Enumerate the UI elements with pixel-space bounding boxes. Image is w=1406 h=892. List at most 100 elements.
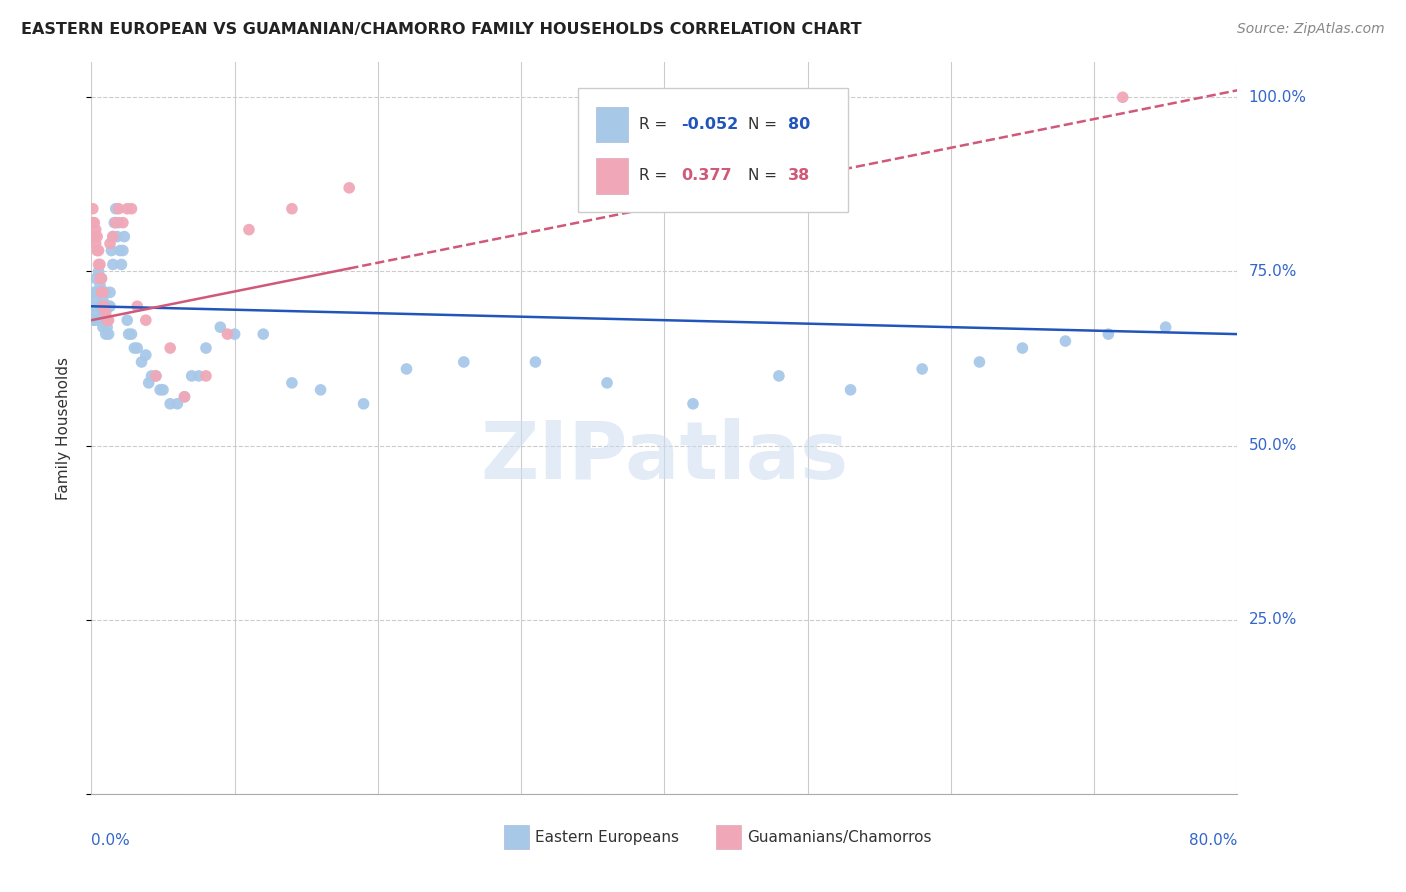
Point	[173, 390, 195, 404]
Text: 25.0%: 25.0%	[1249, 612, 1296, 627]
Point	[84, 271, 107, 285]
Point	[84, 313, 107, 327]
Y-axis label: Family Households: Family Households	[56, 357, 70, 500]
Point	[101, 257, 124, 271]
Text: 38: 38	[789, 169, 810, 184]
Point	[89, 257, 111, 271]
Point	[252, 327, 274, 342]
Point	[90, 271, 112, 285]
Point	[103, 216, 125, 230]
Point	[87, 257, 110, 271]
Point	[82, 216, 104, 230]
Bar	[596, 107, 627, 142]
Point	[111, 216, 134, 230]
Point	[86, 285, 108, 300]
Point	[110, 257, 132, 271]
Point	[1097, 327, 1119, 342]
Point	[194, 368, 217, 383]
Point	[101, 229, 124, 244]
Point	[768, 368, 790, 383]
Point	[84, 293, 107, 307]
Point	[194, 341, 217, 355]
Point	[145, 368, 167, 383]
Point	[82, 313, 104, 327]
Point	[1154, 320, 1177, 334]
Point	[98, 299, 121, 313]
Point	[121, 202, 143, 216]
FancyBboxPatch shape	[578, 88, 848, 212]
Point	[173, 390, 195, 404]
Point	[94, 306, 117, 320]
Point	[93, 313, 115, 327]
Point	[281, 376, 304, 390]
Point	[281, 202, 304, 216]
Point	[127, 299, 149, 313]
Point	[94, 285, 117, 300]
Point	[115, 313, 138, 327]
Point	[127, 341, 149, 355]
Point	[209, 320, 232, 334]
Bar	[503, 825, 529, 849]
Point	[83, 285, 105, 300]
Point	[117, 327, 139, 342]
Point	[217, 327, 239, 342]
Point	[596, 376, 619, 390]
Point	[180, 368, 202, 383]
Text: 100.0%: 100.0%	[1249, 90, 1306, 104]
Point	[121, 327, 143, 342]
Text: R =: R =	[640, 169, 672, 184]
Point	[94, 313, 117, 327]
Point	[87, 299, 110, 313]
Bar	[716, 825, 741, 849]
Point	[124, 341, 146, 355]
Point	[83, 216, 105, 230]
Point	[84, 222, 107, 236]
Point	[93, 299, 115, 313]
Point	[135, 313, 157, 327]
Point	[91, 285, 114, 300]
Point	[238, 222, 260, 236]
Point	[98, 285, 121, 300]
Point	[108, 244, 131, 258]
Point	[839, 383, 862, 397]
Point	[166, 397, 188, 411]
Point	[89, 313, 111, 327]
Text: 50.0%: 50.0%	[1249, 438, 1296, 453]
Point	[969, 355, 991, 369]
Point	[104, 202, 127, 216]
Point	[97, 327, 120, 342]
Point	[89, 278, 111, 293]
Point	[107, 202, 129, 216]
Point	[309, 383, 332, 397]
Point	[159, 397, 181, 411]
Point	[90, 285, 112, 300]
Point	[93, 299, 115, 313]
Point	[89, 271, 111, 285]
Text: 75.0%: 75.0%	[1249, 264, 1296, 279]
Text: R =: R =	[640, 117, 672, 132]
Point	[91, 299, 114, 313]
Text: N =: N =	[748, 169, 782, 184]
Point	[131, 355, 153, 369]
Point	[96, 299, 118, 313]
Point	[524, 355, 547, 369]
Point	[138, 376, 160, 390]
Point	[911, 362, 934, 376]
Point	[100, 244, 122, 258]
Point	[395, 362, 418, 376]
Point	[83, 299, 105, 313]
Point	[86, 306, 108, 320]
Point	[87, 264, 110, 278]
Point	[90, 285, 112, 300]
Text: 0.377: 0.377	[682, 169, 733, 184]
Point	[97, 299, 120, 313]
Point	[87, 285, 110, 300]
Text: Guamanians/Chamorros: Guamanians/Chamorros	[747, 830, 931, 845]
Point	[104, 216, 127, 230]
Text: 80: 80	[789, 117, 810, 132]
Point	[149, 383, 172, 397]
Point	[1054, 334, 1077, 348]
Point	[152, 383, 174, 397]
Point	[111, 244, 134, 258]
Point	[96, 320, 118, 334]
